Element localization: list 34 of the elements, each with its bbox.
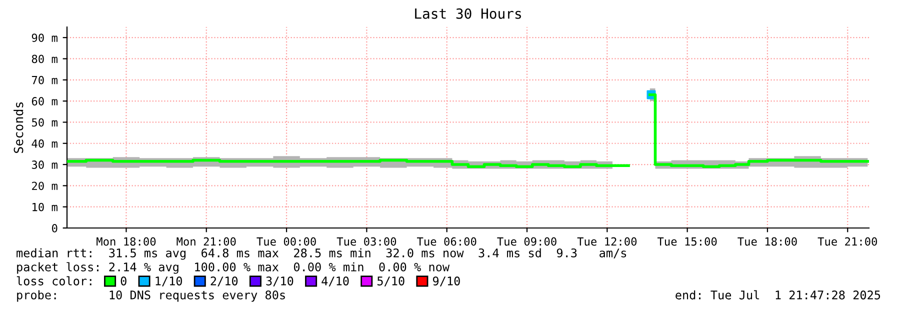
- legend-label: 1/10: [156, 276, 182, 286]
- x-tick-label: Mon 18:00: [96, 237, 156, 246]
- legend-label: 0: [120, 276, 126, 286]
- x-tick-label: Tue 15:00: [657, 237, 717, 246]
- y-tick-label: 60 m: [32, 97, 58, 106]
- y-tick-label: 20 m: [32, 182, 58, 190]
- y-tick-label: 10 m: [32, 202, 58, 212]
- legend-label: 3/10: [266, 276, 294, 286]
- y-tick-label: 90 m: [32, 34, 58, 42]
- text: median rtt: 31.5 ms avg 64.8 ms max 28.5 ms min 32.0 ms now 3.4 ms sd 9.3 am/s: [16, 248, 626, 260]
- text: loss color:: [16, 276, 92, 286]
- x-tick-label: Tue 21:00: [818, 237, 878, 246]
- x-tick-label: Tue 03:00: [336, 237, 396, 246]
- y-tick-label: 30 m: [32, 160, 58, 169]
- legend-label: 5/10: [377, 276, 404, 286]
- x-tick-label: Tue 00:00: [256, 237, 316, 246]
- y-tick-label: 80 m: [32, 54, 58, 64]
- chart-title: Last 30 Hours: [415, 8, 521, 19]
- legend-label: 4/10: [322, 276, 349, 286]
- x-tick-label: Tue 18:00: [738, 237, 797, 246]
- x-tick-label: Mon 21:00: [176, 237, 236, 246]
- y-tick-label: 70 m: [32, 76, 58, 84]
- text: packet loss: 2.14 % avg 100.00 % max 0.00 % min 0.00 % now: [17, 262, 450, 274]
- text: end: Tue Jul 1 21:47:28 2025: [676, 290, 880, 300]
- y-axis-title: Seconds: [14, 102, 24, 153]
- y-tick-label: 50 m: [32, 118, 58, 127]
- x-tick-label: Tue 12:00: [577, 237, 637, 246]
- legend-label: 9/10: [432, 276, 460, 286]
- x-tick-label: Tue 09:00: [497, 237, 556, 246]
- x-tick-label: Tue 06:00: [417, 237, 476, 246]
- text: probe: 10 DNS requests every 80s: [17, 290, 285, 302]
- legend-label: 2/10: [210, 276, 238, 286]
- y-tick-label: 40 m: [32, 139, 58, 148]
- y-tick-label: 0: [52, 224, 58, 232]
